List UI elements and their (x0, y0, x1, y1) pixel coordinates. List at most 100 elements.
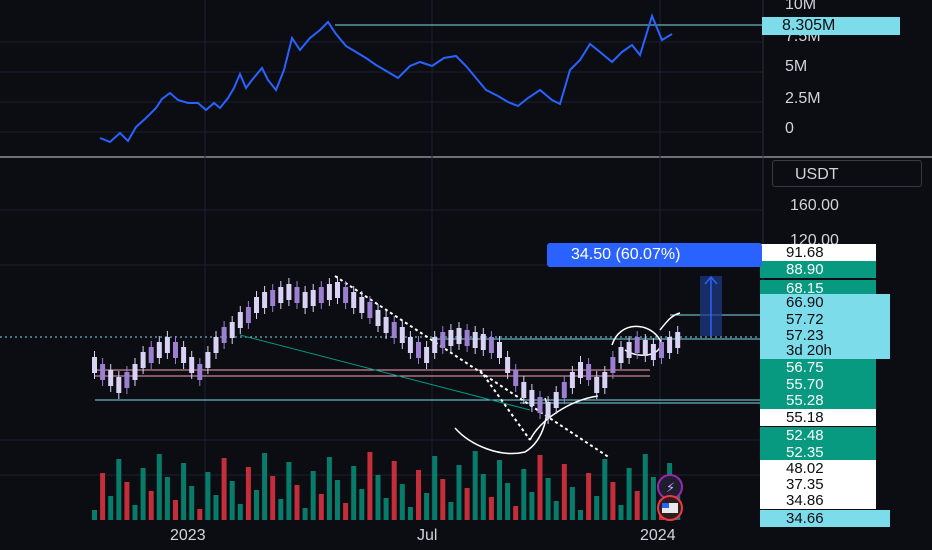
candle-body (399, 327, 405, 343)
volume-bar (140, 468, 146, 520)
volume-bar (181, 463, 187, 520)
volume-bar (634, 491, 640, 520)
candle-body (270, 290, 276, 306)
candle-body (189, 357, 195, 373)
volume-bar (156, 454, 162, 520)
volume-bar (497, 460, 502, 520)
candle-body (618, 347, 624, 363)
candle-body (318, 287, 324, 303)
candle-body (351, 292, 357, 308)
volume-series (92, 451, 681, 520)
candle-body (326, 284, 332, 300)
volume-bar (424, 493, 430, 520)
candle-body (440, 332, 446, 348)
volume-bar (116, 459, 122, 520)
volume-bar (529, 492, 535, 520)
volume-axis-label: 2.5M (785, 90, 821, 107)
price-tag: 55.28 (760, 392, 876, 409)
volume-bar (213, 495, 219, 520)
candle-body (237, 312, 243, 328)
volume-bar (197, 509, 203, 520)
candle-body (642, 340, 648, 356)
volume-bar (610, 482, 616, 520)
volume-bar (92, 510, 97, 520)
volume-bar (148, 491, 154, 520)
candle-body (472, 332, 478, 348)
volume-bar (456, 465, 462, 520)
price-tag: 34.86 (760, 492, 876, 509)
candle-body (675, 332, 681, 348)
candle-body (529, 390, 535, 406)
volume-bar (100, 473, 106, 520)
candle-body (513, 370, 519, 386)
measure-label: 34.50 (60.07%) (547, 243, 762, 267)
volume-bar (383, 498, 389, 520)
price-tag: 55.70 (760, 376, 876, 393)
candle-body (310, 290, 316, 306)
volume-axis-label: 0 (785, 120, 794, 137)
volume-bar (545, 478, 551, 520)
candle-body (205, 352, 211, 368)
candle-body (383, 317, 389, 333)
volume-bar (245, 467, 251, 520)
candle-body (545, 402, 551, 418)
candle-body (424, 347, 430, 363)
candle-body (432, 337, 438, 353)
time-axis-label: 2024 (640, 527, 676, 544)
volume-bar (318, 494, 324, 520)
candle-body (667, 337, 673, 353)
volume-bar (367, 452, 373, 520)
volume-bar (302, 508, 308, 520)
candle-body (569, 372, 575, 388)
candle-body (594, 377, 600, 393)
volume-bar (294, 485, 300, 520)
volume-current-tag: 8.305M (762, 17, 900, 35)
volume-bar (335, 480, 340, 520)
price-tag: 91.68 (760, 244, 876, 261)
price-tag: 57.23 (760, 327, 890, 344)
candle-body (456, 328, 462, 344)
candle-body (553, 392, 559, 408)
candle-body (278, 287, 284, 303)
candle-body (132, 364, 138, 380)
volume-bar (262, 453, 268, 520)
volume-bar (375, 475, 381, 520)
price-tag: 52.35 (760, 444, 876, 461)
volume-bar (464, 488, 470, 520)
candle-body (335, 282, 340, 298)
candle-body (343, 287, 349, 303)
volume-bar (399, 484, 405, 520)
volume-bar (513, 506, 519, 520)
volume-bar (480, 474, 486, 520)
price-tag: 34.66 (760, 510, 890, 527)
volume-bar (237, 504, 243, 520)
candle-body (650, 344, 656, 360)
volume-bar (221, 458, 227, 520)
candle-body (164, 337, 170, 353)
candle-body (634, 337, 640, 353)
volume-bar (286, 462, 292, 520)
volume-bar (351, 466, 357, 520)
volume-bar (343, 503, 349, 520)
volume-axis-label: 10M (785, 0, 817, 13)
currency-button[interactable]: USDT (772, 160, 922, 187)
price-tag: 52.48 (760, 427, 876, 444)
volume-bar (537, 455, 543, 520)
candle-body (100, 364, 106, 380)
candle-body (488, 337, 494, 353)
volume-bar (561, 464, 567, 520)
candle-body (286, 284, 292, 300)
volume-bar (164, 477, 170, 520)
candle-body (480, 334, 486, 350)
volume-bar (505, 483, 511, 520)
candle-body (213, 337, 219, 353)
candle-body (262, 292, 268, 308)
volume-bar (594, 496, 600, 520)
candle-body (367, 302, 373, 318)
candle-body (140, 352, 146, 368)
volume-bar (440, 479, 446, 520)
volume-bar (602, 459, 608, 520)
candle-body (116, 377, 122, 393)
candle-body (156, 342, 162, 358)
